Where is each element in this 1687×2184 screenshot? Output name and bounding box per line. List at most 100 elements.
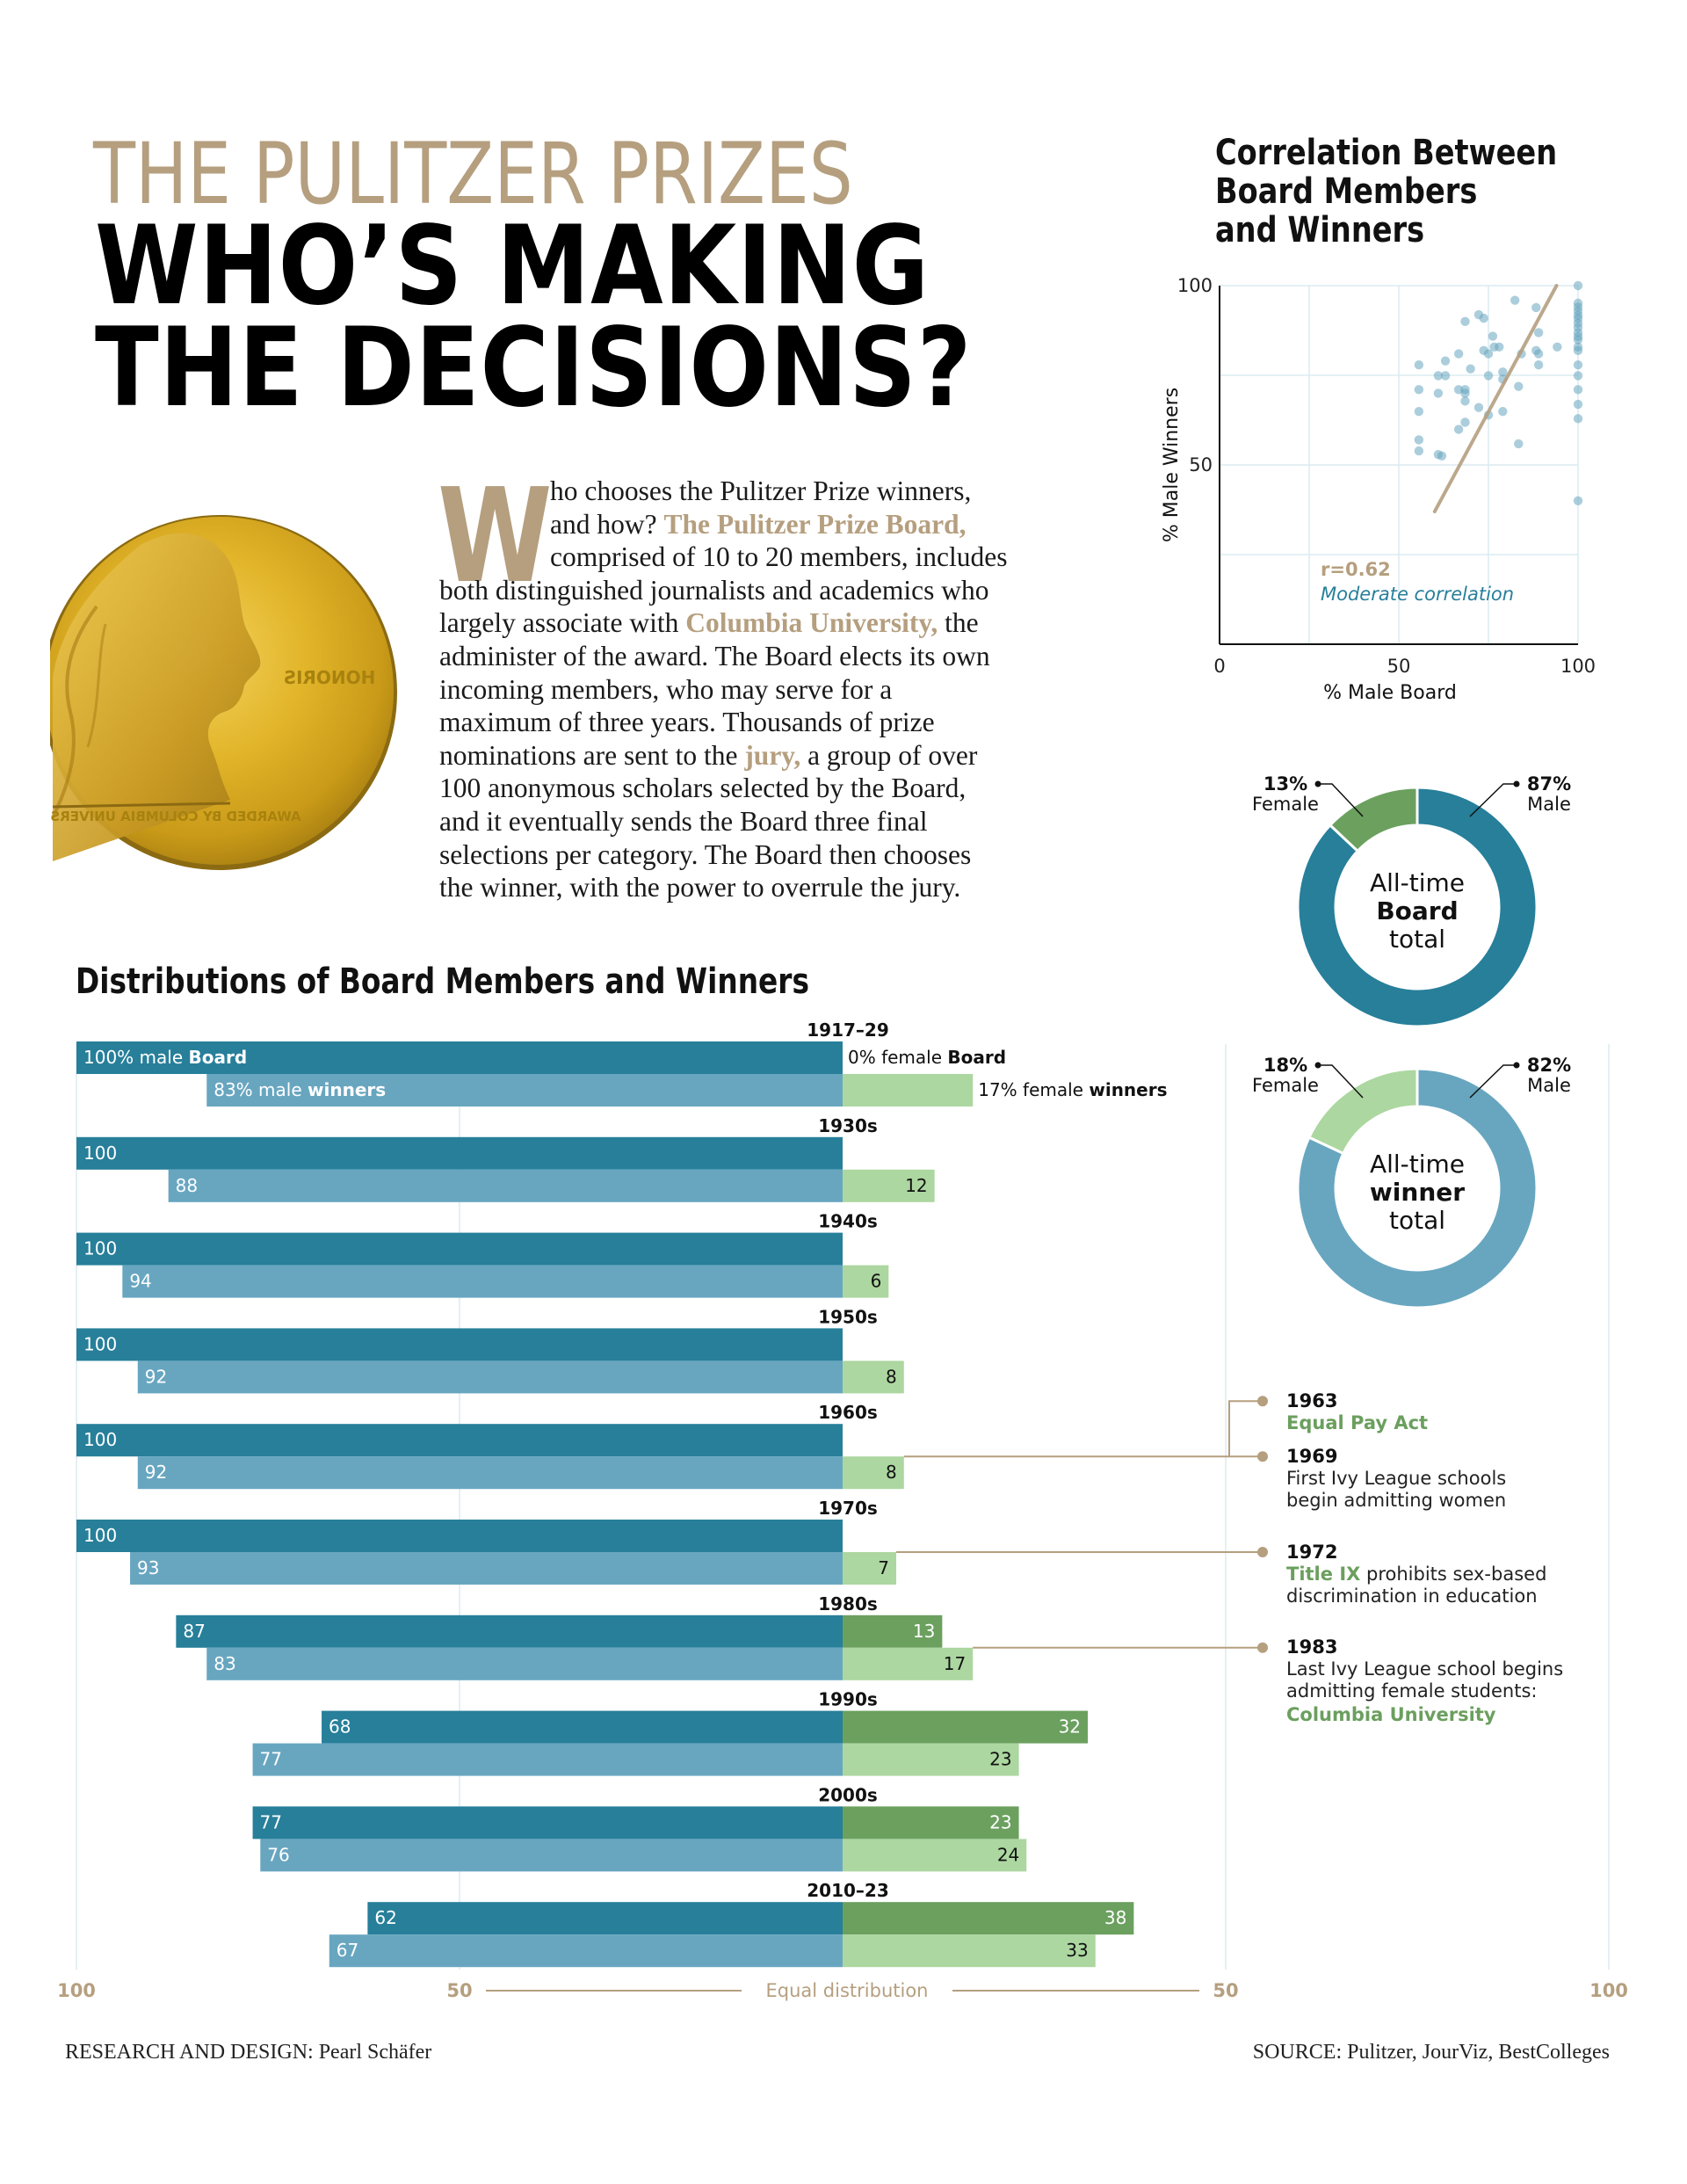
bar-value-label: 12 <box>905 1175 927 1196</box>
scatter-point <box>1460 316 1470 326</box>
paragraph-text: a group of over <box>800 739 978 771</box>
y-tick-label: 50 <box>1189 454 1213 475</box>
label-part: 100% male <box>83 1047 189 1068</box>
bar-value-label: 8 <box>886 1366 897 1387</box>
scatter-point <box>1573 399 1583 410</box>
bar-value-label: 100% male Board <box>83 1047 247 1068</box>
annotation-columbia: Columbia University <box>1286 1704 1496 1725</box>
donut-slice-male <box>1296 1067 1539 1310</box>
leader-line <box>1469 783 1517 817</box>
leader-dot <box>1314 1062 1321 1069</box>
bar-value-label: 6 <box>871 1271 882 1292</box>
scatter-point <box>1460 417 1470 427</box>
scatter-plot: 0 50 100 100 50 % Male Board % Male Winners r=0… <box>1161 275 1596 704</box>
annotation-text: prohibits sex-based <box>1360 1564 1547 1585</box>
bar-winner-female <box>843 1074 974 1107</box>
x-axis-label: % Male Board <box>1323 682 1457 704</box>
annotation-year: 1963 <box>1286 1390 1338 1411</box>
scatter-point <box>1466 364 1475 374</box>
bar-winner-female <box>843 1456 904 1490</box>
bar-value-label: 32 <box>1059 1716 1081 1738</box>
label-part: winners <box>1089 1079 1167 1100</box>
bar-value-label: 67 <box>337 1940 358 1961</box>
x-tick-label: 100 <box>57 1980 96 2001</box>
bar-value-label: 38 <box>1104 1907 1126 1928</box>
bar-winner-male <box>130 1552 844 1585</box>
paragraph-text: and how? <box>550 508 664 540</box>
bar-value-label: 100 <box>83 1525 117 1546</box>
leader-dot <box>1314 780 1321 787</box>
paragraph-line: maximum of three years. Thousands of pri… <box>439 706 1125 739</box>
bar-winner-male <box>329 1934 843 1968</box>
bar-value-label: 100 <box>83 1238 117 1259</box>
category-label: 1990s <box>818 1689 878 1710</box>
scatter-point <box>1531 302 1541 313</box>
x-tick-label: 50 <box>446 1980 472 2001</box>
donut-slice-female <box>1307 1067 1419 1156</box>
female-label: Female <box>1252 1075 1319 1096</box>
label-part: 0% female <box>848 1047 947 1068</box>
male-label: Male <box>1527 1075 1571 1096</box>
bar-board-male <box>76 1232 843 1266</box>
category-label: 1980s <box>818 1593 878 1614</box>
bar-winner-male <box>168 1169 843 1202</box>
bar-chart-title: Distributions of Board Members and Winne… <box>76 961 809 1002</box>
annotation-text: First Ivy League schools <box>1286 1468 1507 1489</box>
annotation-year: 1983 <box>1286 1636 1338 1658</box>
paragraph-text: nominations are sent to the <box>439 739 745 771</box>
scatter-point <box>1498 407 1508 417</box>
headline-line-1: WHO’S MAKING <box>95 203 930 330</box>
bar-winner-female <box>843 1839 1027 1872</box>
scatter-point <box>1510 295 1520 305</box>
bar-value-label: 100 <box>83 1429 117 1450</box>
x-tick-label: 50 <box>1387 656 1411 677</box>
bar-value-label: 93 <box>137 1557 159 1578</box>
annotation-1969: 1969 First Ivy League schools begin admi… <box>1286 1446 1506 1512</box>
category-label: 2010–23 <box>807 1880 889 1901</box>
paragraph-line: 100 anonymous scholars selected by the B… <box>439 772 1125 805</box>
scatter-point <box>1437 451 1447 461</box>
paragraph-text: selections per category. The Board then … <box>439 838 972 870</box>
bar-board-male <box>76 1520 843 1552</box>
scatter-point <box>1573 496 1583 505</box>
source-text: SOURCE: Pulitzer, JourViz, BestColleges <box>1252 2041 1610 2064</box>
annotation-text: admitting female students: <box>1286 1680 1538 1701</box>
female-percent-label: 13% <box>1263 773 1307 795</box>
bar-board-male <box>76 1424 843 1457</box>
annotation-1963: 1963 Equal Pay Act <box>1286 1390 1428 1434</box>
connector-line <box>1228 1400 1263 1457</box>
bar-winner-female <box>843 1934 1096 1968</box>
scatter-point <box>1460 396 1470 406</box>
donut-center-text: total <box>1389 1206 1445 1235</box>
bar-winner-male <box>137 1456 843 1490</box>
annotation-text: begin admitting women <box>1286 1490 1507 1511</box>
scatter-point <box>1453 349 1464 359</box>
paragraph-text: largely associate with <box>439 607 686 639</box>
label-part: winners <box>308 1079 386 1100</box>
x-tick-label: 50 <box>1213 1980 1238 2001</box>
medal-text-bottom: AWARDED BY COLUMBIA UNIVERS <box>50 809 300 824</box>
bar-value-label: 100 <box>83 1143 117 1164</box>
scatter-point <box>1453 424 1464 434</box>
donut-center-text: All-time <box>1370 1150 1465 1179</box>
scatter-point <box>1440 371 1451 381</box>
bar-value-label: 83 <box>214 1653 235 1674</box>
scatter-point <box>1573 345 1583 356</box>
paragraph-line: nominations are sent to the jury, a grou… <box>439 739 1125 773</box>
bar-value-label: 8 <box>886 1462 897 1483</box>
female-label: Female <box>1252 794 1319 815</box>
scatter-point <box>1553 342 1562 352</box>
paragraph-text: the winner, with the power to overrule t… <box>439 872 961 903</box>
scatter-point <box>1573 414 1583 424</box>
scatter-point <box>1414 435 1424 445</box>
paragraph-text: the <box>938 607 979 639</box>
bar-board-female <box>843 1806 1019 1839</box>
scatter-title-line: and Winners <box>1215 210 1425 250</box>
bar-winner-female <box>843 1265 889 1298</box>
bar-board-male <box>367 1902 843 1935</box>
annotation-dot <box>1257 1451 1268 1462</box>
category-label: 1960s <box>818 1402 878 1423</box>
male-percent-label: 87% <box>1527 773 1571 795</box>
paragraph-text: incoming members, who may serve for a <box>439 673 893 705</box>
